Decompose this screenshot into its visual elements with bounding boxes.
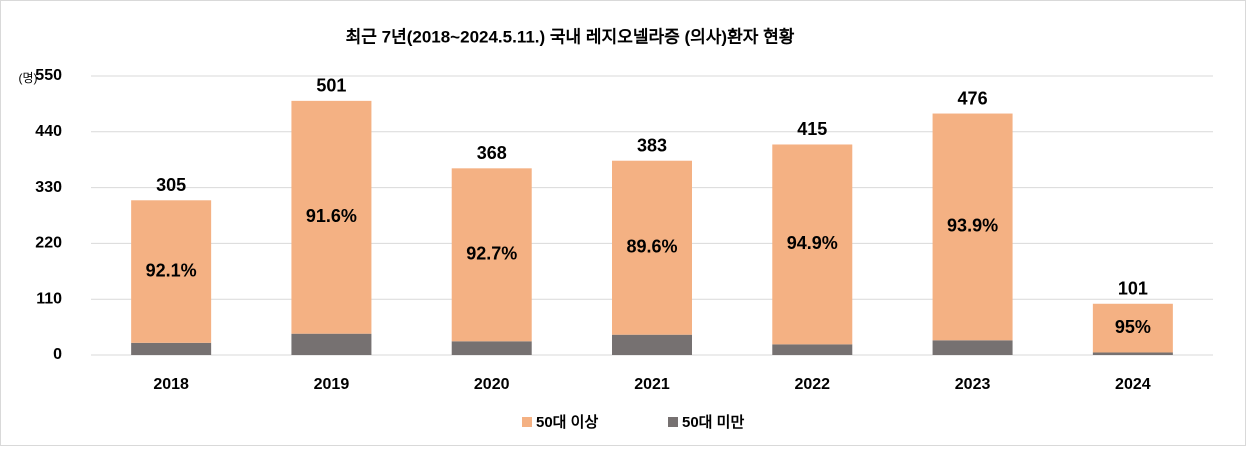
- chart-title: 최근 7년(2018~2024.5.11.) 국내 레지오넬라증 (의사)환자 …: [346, 27, 795, 46]
- y-tick-label: 0: [53, 346, 62, 363]
- total-label: 476: [958, 88, 988, 108]
- bar-segment: [772, 144, 853, 345]
- bar-segment: [451, 168, 532, 342]
- bar-segment: [612, 160, 692, 335]
- bar-segment: [1092, 352, 1173, 355]
- x-tick-label: 2024: [1115, 376, 1151, 393]
- legend-swatch: [668, 417, 678, 427]
- y-tick-label: 220: [35, 235, 62, 252]
- bar-segment: [932, 113, 1013, 341]
- total-label: 305: [156, 175, 186, 195]
- x-tick-label: 2022: [794, 376, 830, 393]
- percent-label: 94.9%: [787, 233, 838, 253]
- bar-segment: [131, 200, 212, 343]
- bar-segment: [932, 340, 1013, 355]
- y-tick-label: 110: [36, 290, 62, 307]
- bar-segment: [451, 341, 532, 355]
- percent-label: 91.6%: [306, 206, 357, 226]
- percent-label: 93.9%: [947, 216, 998, 236]
- y-unit-label: (명): [18, 71, 37, 85]
- percent-label: 89.6%: [626, 236, 677, 256]
- bar-segment: [612, 334, 692, 355]
- legend-swatch: [522, 417, 532, 427]
- y-tick-label: 330: [35, 179, 62, 196]
- bar-segment: [291, 333, 372, 355]
- percent-label: 92.7%: [466, 244, 517, 264]
- total-label: 415: [797, 119, 827, 139]
- bar-segment: [291, 100, 372, 334]
- total-label: 368: [477, 143, 507, 163]
- bar-segment: [1092, 303, 1173, 353]
- legend-label: 50대 이상: [536, 414, 598, 431]
- total-label: 101: [1118, 279, 1148, 299]
- x-tick-label: 2021: [634, 376, 670, 393]
- x-tick-label: 2020: [474, 376, 510, 393]
- legend-label: 50대 미만: [682, 414, 744, 431]
- x-tick-label: 2019: [314, 376, 350, 393]
- bar-segment: [131, 342, 212, 355]
- x-tick-label: 2023: [955, 376, 991, 393]
- total-label: 383: [637, 135, 667, 155]
- y-tick-label: 440: [35, 123, 62, 140]
- total-label: 501: [316, 76, 346, 96]
- percent-label: 92.1%: [146, 260, 197, 280]
- percent-label: 95%: [1115, 317, 1151, 337]
- x-tick-label: 2018: [153, 376, 189, 393]
- bar-segment: [772, 344, 853, 355]
- y-tick-label: 550: [35, 67, 62, 84]
